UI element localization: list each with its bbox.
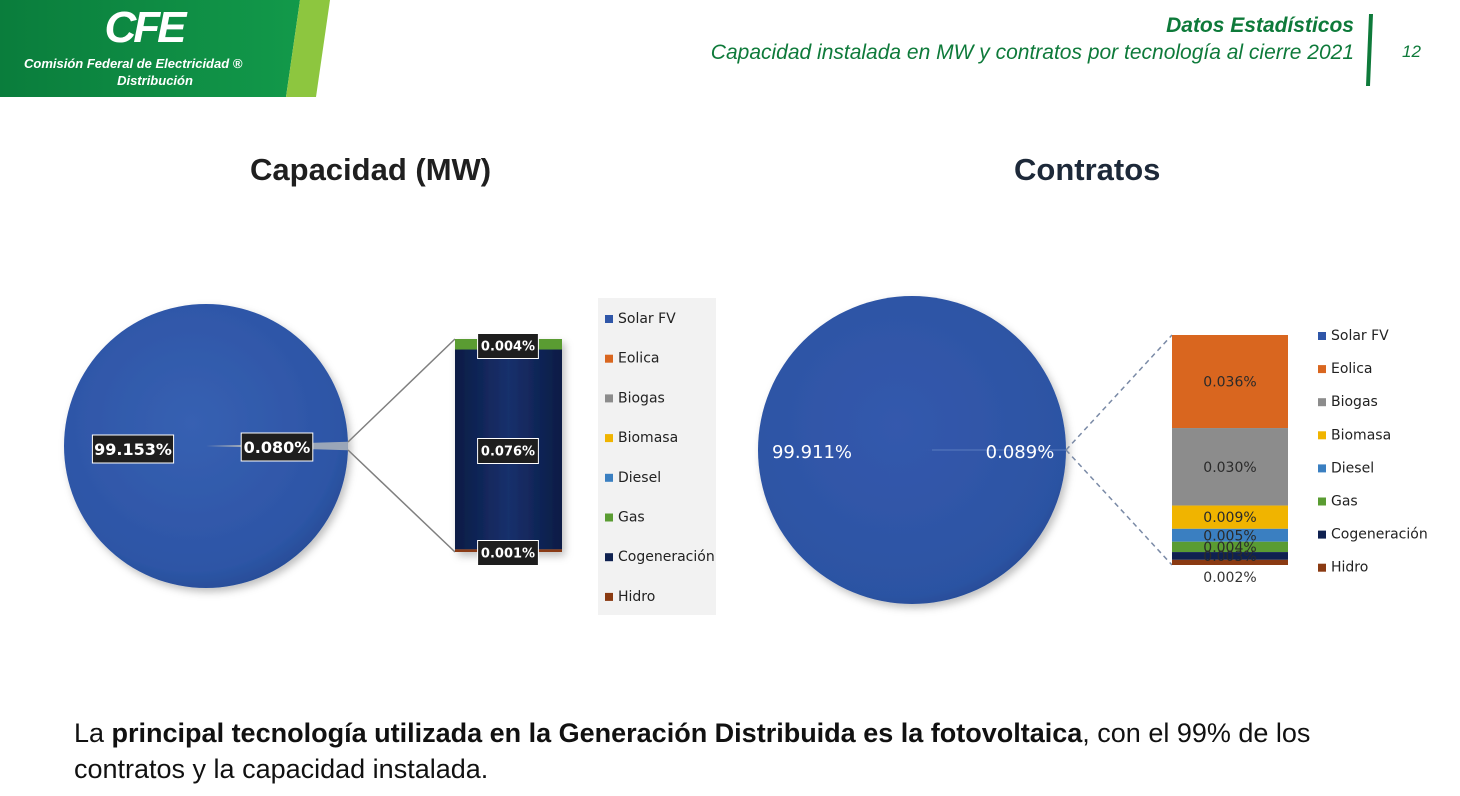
bar-label-gas-box [477,333,539,359]
org-division: Distribución [117,73,193,88]
legend-contratos-label-2: Biogas [1331,394,1378,410]
bar-label-6: 0.002% [1203,570,1256,586]
pie-label-other-box [240,432,314,462]
org-name: Comisión Federal de Electricidad ® [24,56,243,71]
bar-label-2: 0.009% [1203,510,1256,526]
chart-title-contratos: Contratos [1014,152,1161,187]
bar-segment-5 [1172,552,1288,560]
legend-contratos-label-5: Gas [1331,494,1358,510]
bar-label-0: 0.036% [1203,375,1256,391]
legend-capacidad-label-4: Diesel [618,470,661,486]
pie-label-other: 0.080% [244,438,311,457]
connector-top [347,338,456,443]
bar-label-hidro: 0.001% [481,547,535,562]
legend-contratos-swatch-0 [1318,332,1326,340]
bar-contratos [1172,335,1288,565]
bar-label-3: 0.005% [1203,528,1256,544]
bar-segment-6 [1172,559,1288,565]
summary-bold: principal tecnología utilizada en la Gen… [111,718,1083,748]
bar-segment-4 [1172,541,1288,553]
legend-contratos-label-6: Cogeneración [1331,527,1428,543]
bar-label-4: 0.004% [1203,540,1256,556]
bar-label-gas: 0.004% [481,340,535,355]
connector-top [1065,334,1173,451]
legend-capacidad-swatch-0 [605,315,613,323]
legend-capacidad-label-1: Eolica [618,351,659,367]
bar-label-cogeneracion: 0.076% [481,445,535,460]
legend-contratos-swatch-1 [1318,365,1326,374]
legend-capacidad-swatch-1 [605,354,613,363]
chart-capacidad: 0.004% 0.076% 0.001% 99.153% 0.080% Solar FV E… [64,298,716,615]
cfe-logo: CFE [104,3,187,52]
bar-label-cogeneracion-box [477,438,539,464]
legend-contratos-label-7: Hidro [1331,560,1368,576]
header-divider [1366,14,1373,86]
bar-segment-3 [1172,528,1288,542]
bar-label-1: 0.030% [1203,460,1256,476]
bar-label-5: 0.003% [1203,549,1256,565]
legend-contratos-swatch-2 [1318,398,1326,407]
legend-capacidad-label-3: Biomasa [618,430,678,446]
legend-contratos-swatch-6 [1318,530,1326,539]
legend-panel [598,298,716,615]
pie-label-other: 0.089% [986,442,1055,463]
bar-label-hidro-box [477,540,539,566]
legend-contratos-label-0: Solar FV [1331,328,1389,344]
legend-capacidad-swatch-6 [605,553,613,562]
bar-segment-0 [1172,335,1288,429]
chart-contratos: 0.036% 0.030% 0.009% 0.005%0.004%0.003% 0.00… [758,296,1428,604]
summary-text: La principal tecnología utilizada en la … [74,715,1394,787]
legend-contratos-swatch-3 [1318,431,1326,440]
pie-label-solar: 99.153% [94,440,172,459]
legend-contratos-label-4: Diesel [1331,460,1374,476]
legend-capacidad-label-7: Hidro [618,589,655,605]
legend-contratos-label-1: Eolica [1331,361,1372,377]
legend-capacidad-swatch-3 [605,434,613,443]
legend-contratos-swatch-5 [1318,497,1326,506]
pie-label-solar: 99.911% [772,442,852,463]
summary-post: , con el 99% de los contratos y la capac… [74,718,1311,784]
header-title: Datos Estadísticos [1166,14,1354,37]
legend-capacidad-label-2: Biogas [618,390,665,406]
page-number: 12 [1402,42,1421,61]
connector-bottom [347,449,456,553]
header-subtitle: Capacidad instalada en MW y contratos po… [710,41,1354,64]
legend-capacidad-swatch-5 [605,513,613,522]
legend-capacidad-label-6: Cogeneración [618,549,715,565]
legend-capacidad-swatch-2 [605,394,613,403]
legend-capacidad-swatch-7 [605,592,613,601]
summary-pre: La [74,718,112,748]
chart-title-capacidad: Capacidad (MW) [250,152,492,187]
legend-capacidad-swatch-4 [605,473,613,482]
legend-contratos-swatch-4 [1318,464,1326,473]
legend-contratos-swatch-7 [1318,563,1326,572]
connector-bottom [1065,449,1173,566]
legend-capacidad-label-0: Solar FV [618,311,676,327]
bar-segment-2 [1172,505,1288,529]
bar-segment-1 [1172,428,1288,506]
legend-contratos-label-3: Biomasa [1331,427,1391,443]
header-banner [0,0,330,97]
pie-label-solar-box [91,434,175,464]
pie-contratos [758,296,1066,604]
legend-capacidad-label-5: Gas [618,510,645,526]
